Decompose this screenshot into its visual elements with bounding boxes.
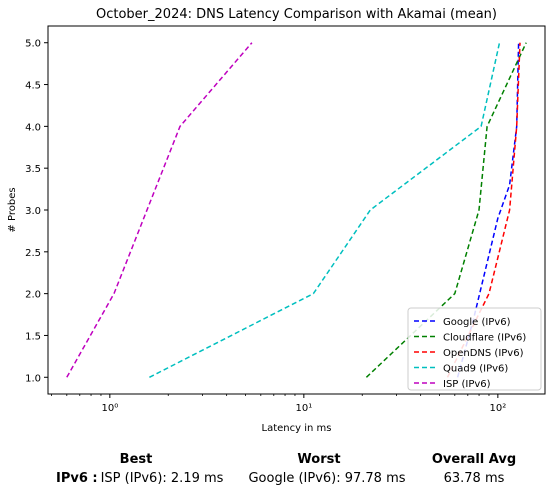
y-tick-label: 4.5 xyxy=(25,81,41,92)
worst-header: Worst xyxy=(297,452,341,467)
x-tick-label: 10⁰ xyxy=(101,403,118,414)
y-tick-label: 1.0 xyxy=(25,373,41,384)
x-axis-label: Latency in ms xyxy=(262,423,332,434)
y-tick-label: 2.0 xyxy=(25,290,41,301)
y-tick-label: 2.5 xyxy=(25,248,41,259)
y-axis-label: # Probes xyxy=(7,187,18,232)
y-tick-label: 1.5 xyxy=(25,331,41,342)
series-line-3 xyxy=(149,42,501,378)
legend-label-0: Google (IPv6) xyxy=(443,317,511,328)
y-tick-label: 4.0 xyxy=(25,122,41,133)
chart-title: October_2024: DNS Latency Comparison wit… xyxy=(96,7,497,22)
legend-label-1: Cloudflare (IPv6) xyxy=(443,333,526,344)
legend-label-2: OpenDNS (IPv6) xyxy=(443,348,524,359)
y-tick-label: 3.0 xyxy=(25,206,41,217)
series-line-2 xyxy=(446,42,521,378)
legend-label-4: ISP (IPv6) xyxy=(443,379,491,390)
row-label-ipv6: IPv6 : xyxy=(56,471,98,486)
x-tick-label: 10² xyxy=(489,403,506,414)
overall-header: Overall Avg xyxy=(431,452,517,467)
worst-value: Google (IPv6): 97.78 ms xyxy=(248,471,406,486)
y-tick-label: 5.0 xyxy=(25,39,41,50)
legend-box xyxy=(407,307,542,391)
overall-value: 63.78 ms xyxy=(443,471,505,486)
x-tick-label: 10¹ xyxy=(295,403,312,414)
legend-label-3: Quad9 (IPv6) xyxy=(443,364,508,375)
y-tick-label: 3.5 xyxy=(25,164,41,175)
series-line-4 xyxy=(66,42,253,378)
best-value: ISP (IPv6): 2.19 ms xyxy=(100,471,224,486)
summary-table: Best Worst Overall Avg IPv6 : ISP (IPv6)… xyxy=(0,448,551,496)
best-header: Best xyxy=(119,452,153,467)
latency-chart: October_2024: DNS Latency Comparison wit… xyxy=(7,7,546,434)
